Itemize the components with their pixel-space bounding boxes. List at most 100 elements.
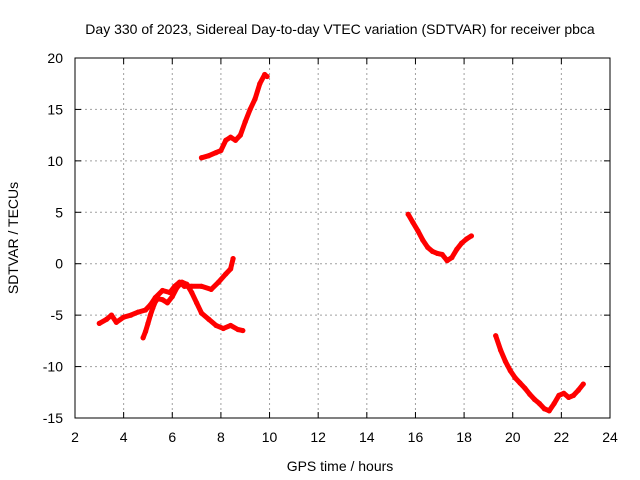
data-point bbox=[237, 132, 243, 138]
data-point bbox=[566, 394, 572, 401]
data-point bbox=[235, 326, 241, 333]
data-point bbox=[150, 305, 156, 311]
data-point bbox=[502, 358, 509, 365]
data-point bbox=[507, 368, 513, 374]
data-point bbox=[575, 387, 581, 393]
data-point bbox=[206, 153, 212, 159]
data-point bbox=[159, 287, 166, 294]
data-point bbox=[213, 322, 219, 329]
data-point bbox=[415, 228, 421, 234]
x-axis-label: GPS time / hours bbox=[287, 458, 394, 474]
data-point bbox=[512, 375, 518, 381]
data-point bbox=[541, 406, 547, 412]
series-arc-2 bbox=[140, 279, 246, 341]
data-point bbox=[454, 246, 460, 252]
data-point bbox=[240, 327, 246, 334]
x-tick-label: 10 bbox=[262, 429, 278, 445]
data-point bbox=[104, 316, 110, 322]
x-tick-label: 14 bbox=[359, 429, 375, 445]
data-point bbox=[198, 155, 205, 161]
data-point bbox=[444, 258, 450, 264]
data-point bbox=[527, 391, 533, 397]
data-point bbox=[257, 81, 263, 87]
data-point bbox=[228, 266, 234, 272]
data-point bbox=[522, 385, 528, 391]
data-point bbox=[228, 322, 234, 329]
x-tick-label: 4 bbox=[120, 429, 128, 445]
data-point bbox=[206, 316, 212, 322]
data-point bbox=[561, 390, 567, 396]
data-point bbox=[108, 312, 115, 318]
data-point bbox=[128, 312, 134, 318]
data-point bbox=[517, 380, 523, 386]
x-tick-label: 12 bbox=[310, 429, 326, 445]
data-point bbox=[230, 255, 236, 262]
data-point bbox=[142, 307, 149, 313]
data-point bbox=[410, 219, 416, 226]
grid-lines bbox=[75, 58, 610, 418]
data-point bbox=[155, 296, 161, 302]
x-tick-label: 20 bbox=[505, 429, 521, 445]
y-tick-label: 15 bbox=[47, 101, 63, 117]
series-arc-3 bbox=[199, 72, 270, 161]
data-point bbox=[213, 150, 219, 156]
data-point bbox=[570, 392, 577, 398]
data-point bbox=[135, 309, 141, 315]
data-point bbox=[580, 381, 586, 387]
series-arc-1 bbox=[96, 256, 236, 326]
y-tick-label: 10 bbox=[47, 153, 63, 169]
x-tick-label: 24 bbox=[602, 429, 618, 445]
data-point bbox=[121, 314, 127, 320]
data-point bbox=[228, 134, 234, 140]
data-point bbox=[546, 408, 552, 414]
data-point bbox=[174, 284, 180, 290]
data-point bbox=[493, 333, 499, 339]
data-point bbox=[439, 251, 445, 258]
y-axis-label: SDTVAR / TECUs bbox=[5, 182, 21, 294]
data-point bbox=[429, 248, 436, 254]
plot-frame bbox=[74, 57, 611, 419]
data-point bbox=[164, 300, 171, 306]
data-point bbox=[468, 233, 474, 239]
data-point bbox=[179, 279, 185, 285]
data-point bbox=[536, 401, 543, 407]
data-point bbox=[551, 401, 557, 407]
y-tick-label: -15 bbox=[43, 410, 63, 426]
y-tick-label: 0 bbox=[55, 256, 63, 272]
data-point bbox=[497, 347, 504, 353]
y-tick-label: -5 bbox=[51, 307, 64, 323]
data-point bbox=[208, 286, 214, 293]
data-point bbox=[532, 396, 538, 403]
data-point bbox=[184, 281, 190, 287]
data-point bbox=[434, 250, 440, 257]
x-tick-label: 8 bbox=[217, 429, 225, 445]
data-point bbox=[218, 147, 224, 154]
x-tick-label: 22 bbox=[554, 429, 570, 445]
x-tick-label: 16 bbox=[408, 429, 424, 445]
data-point bbox=[145, 320, 151, 326]
data-point bbox=[459, 240, 465, 246]
chart-title: Day 330 of 2023, Sidereal Day-to-day VTE… bbox=[85, 21, 595, 37]
data-point bbox=[198, 310, 205, 316]
data-point bbox=[425, 244, 431, 250]
data-point bbox=[169, 294, 175, 300]
data-point bbox=[140, 335, 146, 341]
y-tick-label: 20 bbox=[47, 50, 63, 66]
data-point bbox=[556, 392, 562, 398]
data-point bbox=[463, 236, 470, 242]
data-point bbox=[247, 106, 253, 113]
y-tick-label: 5 bbox=[55, 204, 63, 220]
x-tick-label: 18 bbox=[456, 429, 472, 445]
data-point bbox=[242, 119, 248, 125]
data-point bbox=[189, 289, 195, 296]
data-point bbox=[193, 300, 200, 306]
data-point bbox=[232, 137, 239, 143]
data-point bbox=[147, 312, 153, 318]
data-point bbox=[252, 96, 258, 102]
data-point bbox=[113, 319, 119, 325]
data-point bbox=[142, 329, 149, 335]
data-point bbox=[405, 211, 411, 217]
data-point bbox=[96, 320, 102, 326]
